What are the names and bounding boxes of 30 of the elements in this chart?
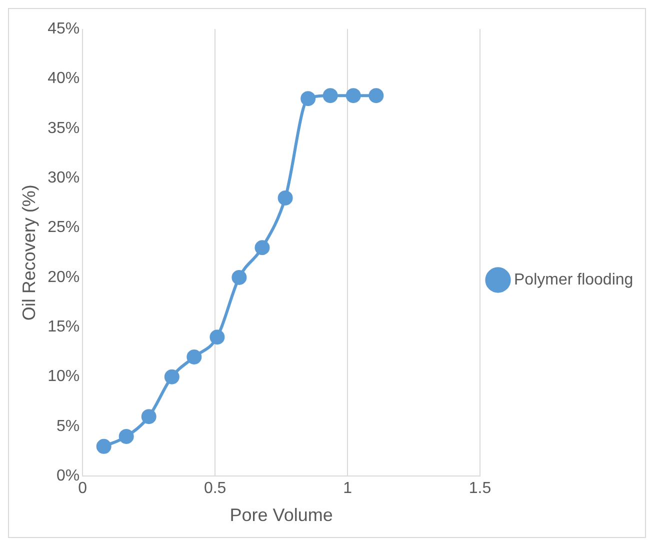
point	[186, 349, 202, 364]
x-axis-title: Pore Volume	[230, 505, 333, 526]
x-tick-label: 0.5	[204, 480, 226, 498]
y-tick-label: 0%	[56, 468, 80, 485]
x-tick-label: 1.5	[468, 480, 492, 498]
point	[322, 88, 338, 104]
y-tick-label: 30%	[48, 169, 80, 186]
x-tick-label: 0	[78, 480, 88, 498]
x-tick-label: 1	[343, 480, 352, 498]
y-tick-label: 25%	[48, 219, 80, 236]
point	[232, 270, 247, 285]
y-tick-label: 5%	[56, 418, 80, 435]
point	[118, 428, 134, 444]
point	[346, 88, 361, 104]
point	[141, 409, 156, 424]
legend-label: Polymer flooding	[514, 271, 634, 288]
point	[254, 240, 270, 256]
y-tick-label: 15%	[48, 318, 80, 336]
y-tick-label: 10%	[48, 368, 80, 386]
point	[368, 88, 384, 104]
y-tick-label: 20%	[48, 268, 80, 286]
point	[278, 190, 293, 206]
y-axis-title: Oil Recovery (%)	[18, 184, 39, 321]
y-tick-label: 35%	[48, 120, 80, 137]
point	[96, 438, 112, 454]
y-tick-label: 45%	[48, 20, 80, 38]
point	[210, 330, 225, 345]
y-tick-label: 40%	[48, 70, 80, 88]
point	[300, 91, 316, 106]
point	[164, 369, 180, 384]
